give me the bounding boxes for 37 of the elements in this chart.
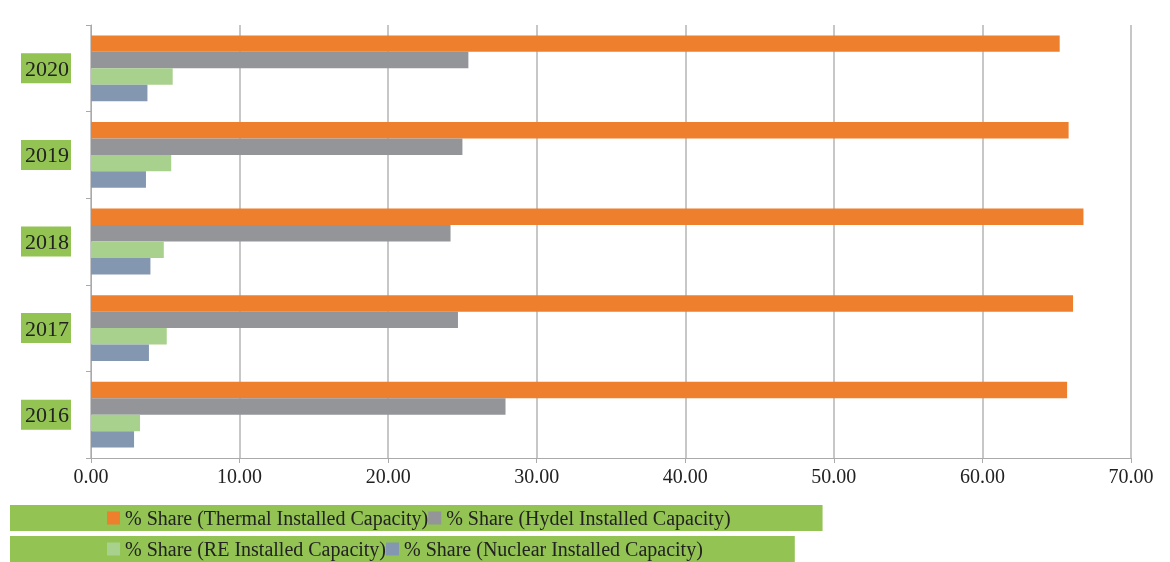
x-tick-label: 50.00 [811,465,857,487]
bar [91,51,469,69]
legend-label: % Share (RE Installed Capacity) [125,538,387,561]
legend-label: % Share (Hydel Installed Capacity) [446,507,731,530]
bar [91,241,164,258]
x-tick-label: 10.00 [217,465,263,487]
bar [91,295,1074,312]
bar [91,344,149,362]
x-tick-label: 60.00 [959,465,1005,487]
bar [91,311,458,329]
bar [91,171,146,188]
bar [91,431,135,448]
x-tick-label: 70.00 [1108,465,1154,487]
legend-label: % Share (Thermal Installed Capacity) [125,507,429,530]
bar [91,84,148,102]
x-tick-label: 20.00 [365,465,411,487]
bar [91,138,463,155]
bar [91,398,506,415]
x-tick-label: 40.00 [662,465,708,487]
bar [91,208,1084,226]
y-tick-label: 2016 [25,402,69,428]
y-tick-label: 2017 [25,315,69,341]
legend-label: % Share (Nuclear Installed Capacity) [404,538,703,561]
bar [91,68,173,85]
bar [91,154,172,172]
y-tick-label: 2019 [25,142,69,168]
bar [91,381,1068,399]
x-tick-label: 0.00 [73,465,109,487]
bar [91,121,1069,139]
bar [91,225,451,242]
bar [91,257,151,275]
bar [91,414,141,432]
x-tick-label: 30.00 [514,465,560,487]
bar [91,35,1060,52]
y-tick-label: 2020 [25,55,69,81]
y-tick-label: 2018 [25,229,69,254]
bar [91,328,167,345]
